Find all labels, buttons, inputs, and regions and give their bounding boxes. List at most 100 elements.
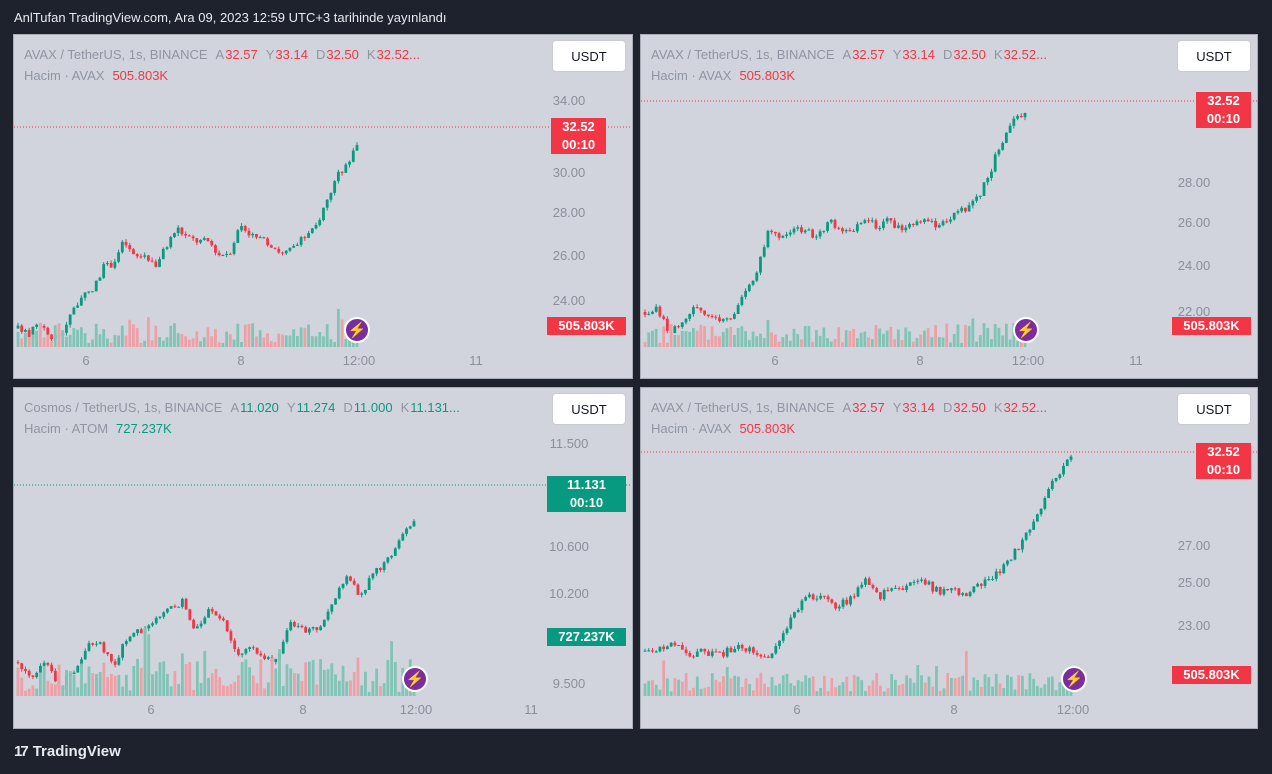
candle-body <box>975 196 978 201</box>
volume-bar <box>915 337 919 347</box>
candle-body <box>50 664 54 672</box>
candle-body <box>733 313 736 319</box>
volume-bar <box>721 332 725 347</box>
symbol-title[interactable]: AVAX / TetherUS, 1s, BINANCE <box>24 47 208 62</box>
volume-bar <box>890 674 894 696</box>
candle-body <box>826 596 830 600</box>
volume-bar <box>255 683 259 696</box>
volume-bar <box>870 339 874 347</box>
low-label: D <box>942 47 953 62</box>
candle-body <box>725 647 729 657</box>
candle-body <box>863 220 867 223</box>
candle-body <box>326 611 330 620</box>
volume-bar <box>658 689 662 696</box>
candle-body <box>774 646 778 654</box>
chart-panel-3[interactable]: 11.500 10.600 10.200 9.500 6 8 12:00 11 Cosmos /… <box>13 387 633 729</box>
currency-button[interactable]: USDT <box>552 393 626 425</box>
chart-canvas[interactable]: 28.00 26.00 24.00 22.00 6 8 12:00 11 <box>641 35 1258 379</box>
volume-bar <box>192 690 195 696</box>
symbol-title[interactable]: Cosmos / TetherUS, 1s, BINANCE <box>24 400 223 415</box>
volume-label[interactable]: Hacim · AVAX <box>651 68 732 83</box>
volume-bar <box>299 327 303 347</box>
volume-bar <box>1032 678 1036 696</box>
volume-bar <box>885 330 889 347</box>
volume-bar <box>1024 689 1028 696</box>
candle-body <box>680 645 684 650</box>
volume-bar <box>874 324 878 347</box>
candle-body <box>325 199 329 208</box>
volume-bar <box>703 687 707 696</box>
candle-body <box>180 227 184 235</box>
candle-body <box>692 307 695 315</box>
candle-body <box>983 579 987 586</box>
volume-bar <box>24 332 27 347</box>
chart-canvas[interactable]: 11.500 10.600 10.200 9.500 6 8 12:00 11 <box>14 388 633 729</box>
bolt-icon[interactable]: ⚡ <box>1013 317 1039 343</box>
volume-bar <box>1050 676 1054 696</box>
ohlc-legend: AVAX / TetherUS, 1s, BINANCE A32.57 Y33.14… <box>24 44 420 86</box>
volume-bar <box>214 328 217 347</box>
candle-body <box>874 220 878 229</box>
symbol-title[interactable]: AVAX / TetherUS, 1s, BINANCE <box>651 47 835 62</box>
volume-label[interactable]: Hacim · ATOM <box>24 421 109 436</box>
volume-bar <box>949 342 952 347</box>
volume-bar <box>1019 341 1023 347</box>
candle-body <box>1016 115 1019 119</box>
x-axis-tick: 12:00 <box>1057 702 1090 717</box>
candle-body <box>818 231 822 237</box>
symbol-title[interactable]: AVAX / TetherUS, 1s, BINANCE <box>651 400 835 415</box>
volume-bar <box>911 341 915 347</box>
candle-body <box>236 230 240 243</box>
bolt-icon[interactable]: ⚡ <box>1061 666 1087 692</box>
chart-panel-1[interactable]: 34.00 30.00 28.00 26.00 24.00 6 8 12:00 11 AVAX /… <box>13 34 633 379</box>
candle-body <box>94 280 98 292</box>
bolt-icon[interactable]: ⚡ <box>402 666 428 692</box>
currency-button[interactable]: USDT <box>1177 393 1251 425</box>
volume-bar <box>318 332 322 347</box>
candle-body <box>285 630 289 642</box>
candle-body <box>345 576 349 584</box>
volume-bar <box>699 324 703 347</box>
currency-button[interactable]: USDT <box>1177 40 1251 72</box>
candle-body <box>382 562 386 571</box>
candle-body <box>1021 539 1024 550</box>
candle-body <box>109 654 113 662</box>
volume-label[interactable]: Hacim · AVAX <box>651 421 732 436</box>
tradingview-logo[interactable]: 17 TradingView <box>14 743 121 760</box>
bolt-icon[interactable]: ⚡ <box>344 317 370 343</box>
y-axis-tick: 28.00 <box>1178 175 1211 190</box>
volume-bar <box>1021 675 1024 696</box>
volume-bar <box>811 341 815 347</box>
chart-canvas[interactable]: 27.00 25.00 23.00 6 8 12:00 <box>641 388 1258 729</box>
candle-body <box>251 647 255 649</box>
chart-panel-4[interactable]: 27.00 25.00 23.00 6 8 12:00 AVAX / TetherUS, 1… <box>640 387 1258 729</box>
volume-bar <box>132 666 136 696</box>
volume-bar <box>934 325 937 347</box>
volume-bar <box>937 336 941 347</box>
currency-button[interactable]: USDT <box>552 40 626 72</box>
volume-bar <box>203 650 207 696</box>
volume-bar <box>184 336 188 347</box>
volume-bar <box>42 337 46 347</box>
x-axis-tick: 6 <box>147 702 154 717</box>
volume-bar <box>677 679 681 696</box>
candle-body <box>162 612 166 617</box>
candle-body <box>240 653 244 655</box>
candle-body <box>990 171 993 178</box>
volume-bar <box>65 669 68 696</box>
close-value: 32.52... <box>1003 47 1047 62</box>
volume-bar <box>822 675 826 696</box>
volume-bar <box>207 677 210 696</box>
candle-body <box>845 599 849 605</box>
volume-bar <box>1054 690 1058 696</box>
volume-label[interactable]: Hacim · AVAX <box>24 68 105 83</box>
candle-body <box>106 262 109 265</box>
volume-bar <box>80 663 83 696</box>
volume-bar <box>901 683 905 696</box>
volume-bar <box>113 675 117 696</box>
chart-panel-2[interactable]: 28.00 26.00 24.00 22.00 6 8 12:00 11 AVAX / Teth… <box>640 34 1258 379</box>
candle-body <box>371 573 375 579</box>
volume-bar <box>957 677 961 696</box>
chart-canvas[interactable]: 34.00 30.00 28.00 26.00 24.00 6 8 12:00 11 <box>14 35 633 379</box>
volume-bar <box>240 341 243 347</box>
